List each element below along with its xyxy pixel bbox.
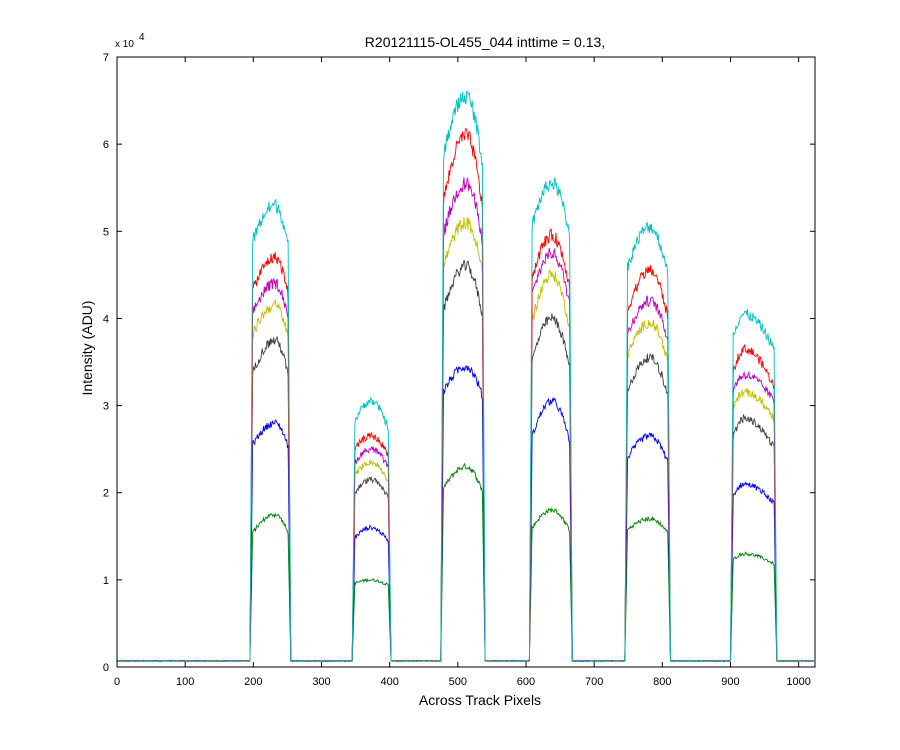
y-axis-exponent-power: 4 (139, 32, 145, 43)
y-tick-label: 7 (103, 52, 109, 64)
x-tick-label: 900 (721, 676, 739, 688)
x-tick-label: 300 (312, 676, 330, 688)
series-layer (116, 90, 814, 663)
y-tick-label: 0 (103, 662, 109, 674)
chart-title: R20121115-OL455_044 inttime = 0.13, (365, 34, 605, 50)
x-tick-label: 700 (585, 676, 603, 688)
x-axis-title: Across Track Pixels (419, 692, 541, 708)
y-tick-label: 1 (103, 575, 109, 587)
x-tick-label: 200 (244, 676, 262, 688)
x-tick-label: 1000 (786, 676, 810, 688)
y-tick-label: 6 (103, 139, 109, 151)
y-tick-label: 3 (103, 401, 109, 413)
x-tick-label: 600 (517, 676, 535, 688)
x-tick-label: 800 (653, 676, 671, 688)
y-ticks: 0 1 2 3 4 5 6 7 (103, 52, 815, 674)
series-line-7 (116, 90, 814, 663)
plot-area (117, 57, 815, 667)
y-tick-label: 4 (103, 313, 109, 325)
y-axis-title: Intensity (ADU) (79, 301, 95, 396)
y-tick-label: 2 (103, 488, 109, 500)
plot-frame (116, 56, 816, 668)
x-tick-label: 400 (380, 676, 398, 688)
x-tick-label: 500 (449, 676, 467, 688)
x-ticks: 0 100 200 300 400 500 600 700 800 900 1000 (114, 57, 811, 688)
x-tick-label: 100 (176, 676, 194, 688)
y-tick-label: 5 (103, 226, 109, 238)
y-axis-exponent-base: x 10 (115, 39, 134, 50)
x-tick-label: 0 (114, 676, 120, 688)
